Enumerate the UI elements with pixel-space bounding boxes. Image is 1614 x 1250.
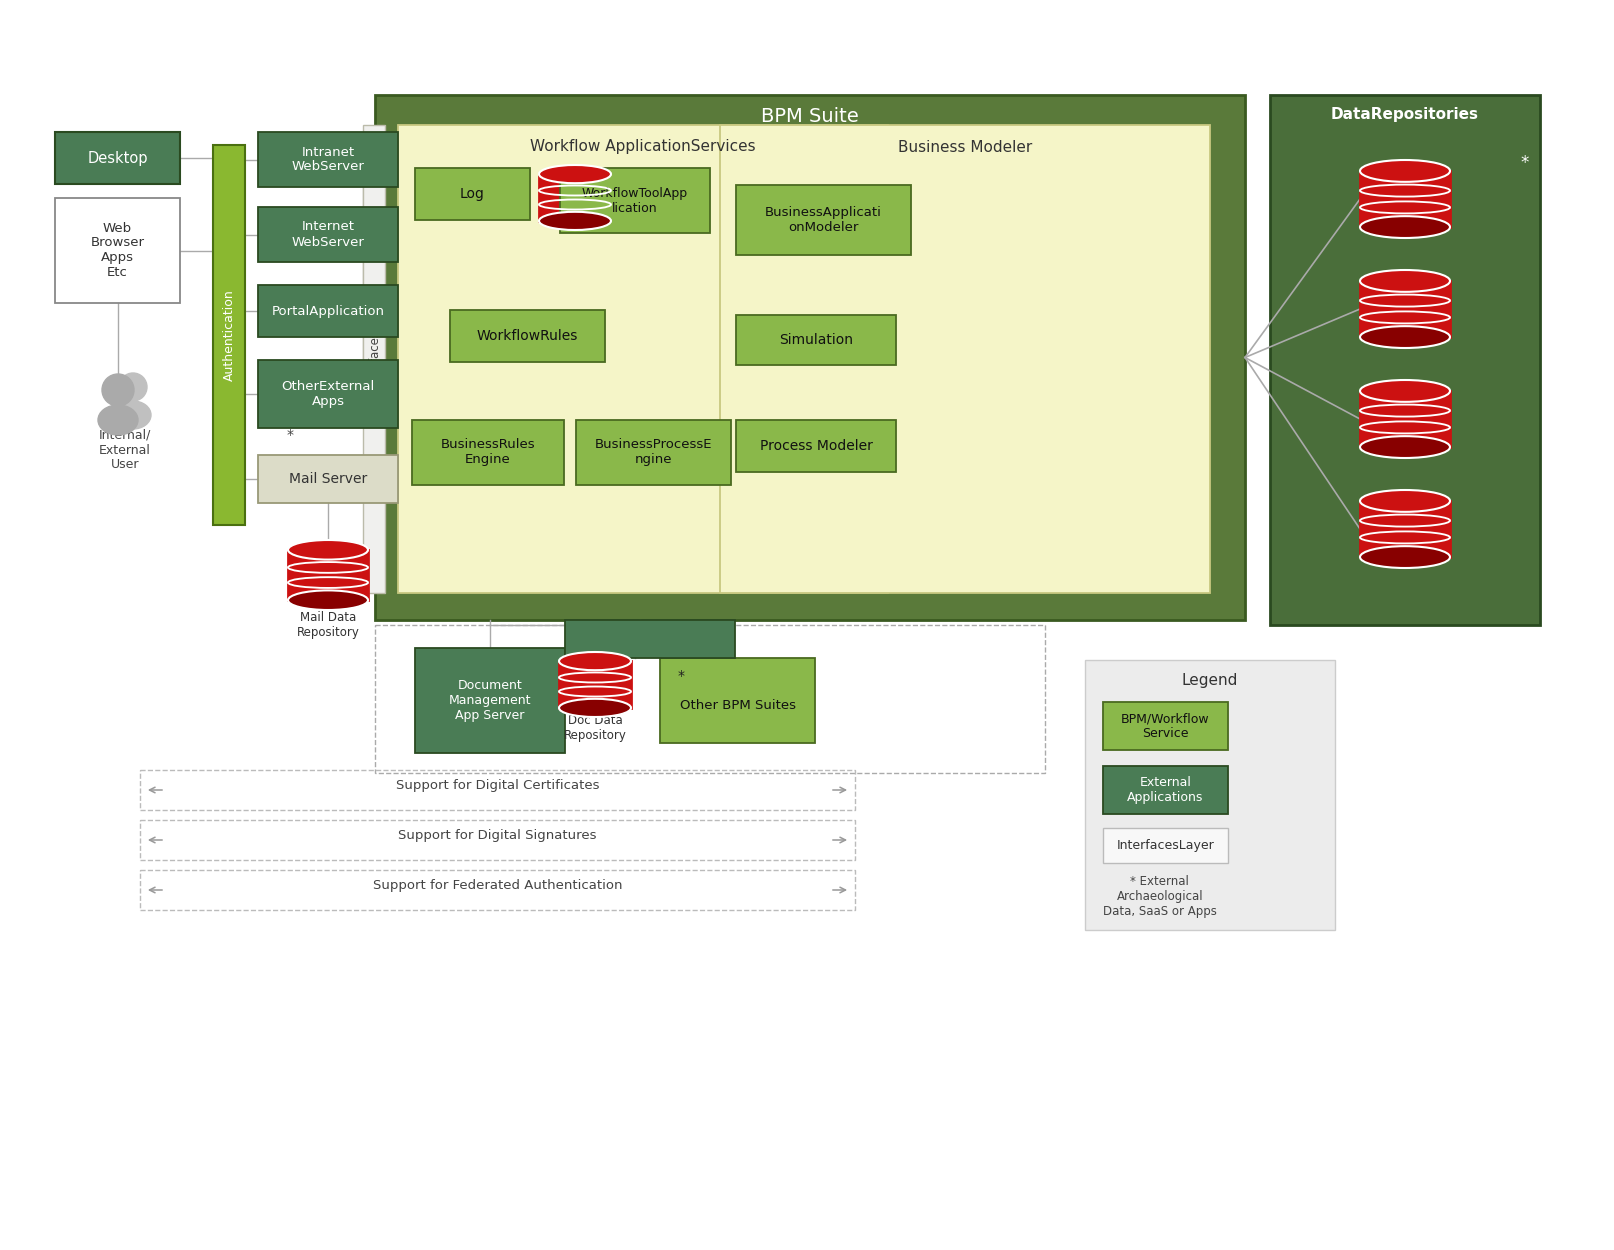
Text: Process Modeler: Process Modeler xyxy=(760,439,873,452)
Ellipse shape xyxy=(558,699,631,718)
Ellipse shape xyxy=(1361,436,1449,457)
Ellipse shape xyxy=(1361,326,1449,348)
Bar xyxy=(258,455,399,503)
Bar xyxy=(258,360,399,428)
Ellipse shape xyxy=(558,652,631,670)
Text: BusinessRules
Engine: BusinessRules Engine xyxy=(441,439,536,466)
Bar xyxy=(1361,501,1449,558)
Bar xyxy=(660,658,815,742)
Text: BPM Suite: BPM Suite xyxy=(762,107,859,126)
Circle shape xyxy=(119,372,147,401)
Ellipse shape xyxy=(1361,546,1449,568)
Bar xyxy=(736,185,910,255)
Ellipse shape xyxy=(287,540,368,560)
Bar xyxy=(140,770,855,810)
Bar xyxy=(1102,703,1228,750)
Bar xyxy=(55,198,181,302)
Text: Internet
WebServer: Internet WebServer xyxy=(292,220,365,249)
Bar xyxy=(55,132,181,184)
Ellipse shape xyxy=(1361,380,1449,401)
Bar xyxy=(1102,766,1228,814)
Bar xyxy=(415,168,529,220)
Bar xyxy=(1102,828,1228,862)
Text: Simulation: Simulation xyxy=(780,332,854,348)
Text: Mail Server: Mail Server xyxy=(289,472,366,486)
Text: *: * xyxy=(678,669,684,682)
Bar xyxy=(576,420,731,485)
Text: Authentication: Authentication xyxy=(223,289,236,381)
Bar xyxy=(558,661,631,707)
Bar xyxy=(363,125,386,592)
Text: Other External Interfaces: Other External Interfaces xyxy=(575,632,725,645)
Text: BusinessProcessE
ngine: BusinessProcessE ngine xyxy=(594,439,712,466)
Text: Intranet
WebServer: Intranet WebServer xyxy=(292,145,365,174)
Bar xyxy=(720,125,1210,592)
Text: Interfaces: Interfaces xyxy=(368,330,381,389)
Circle shape xyxy=(102,374,134,406)
Bar xyxy=(1361,391,1449,448)
Text: WorkflowToolApp
lication: WorkflowToolApp lication xyxy=(583,186,688,215)
Text: Document
Management
App Server: Document Management App Server xyxy=(449,679,531,722)
Bar xyxy=(1085,660,1335,930)
Bar xyxy=(287,550,368,600)
Ellipse shape xyxy=(539,211,612,230)
Text: *: * xyxy=(287,428,294,442)
Bar xyxy=(374,625,1044,772)
Bar xyxy=(415,648,565,752)
Bar xyxy=(539,174,612,221)
Ellipse shape xyxy=(287,590,368,610)
Text: BPM/Workflow
Service: BPM/Workflow Service xyxy=(1122,712,1210,740)
Text: *: * xyxy=(1520,154,1528,173)
Text: Business Modeler: Business Modeler xyxy=(897,140,1031,155)
Bar xyxy=(213,145,245,525)
Text: Interfaces: Interfaces xyxy=(589,629,652,641)
Bar xyxy=(565,620,734,658)
Text: DataRepositories: DataRepositories xyxy=(1332,107,1478,122)
Text: Workflow ApplicationServices: Workflow ApplicationServices xyxy=(529,140,755,155)
Text: *: * xyxy=(721,638,726,650)
Text: Other BPM Suites: Other BPM Suites xyxy=(679,699,796,712)
Bar xyxy=(258,208,399,262)
Bar xyxy=(736,315,896,365)
Text: Mail Data
Repository: Mail Data Repository xyxy=(297,611,360,639)
Text: Support for Digital Certificates: Support for Digital Certificates xyxy=(395,779,599,791)
Text: Web
Browser
Apps
Etc: Web Browser Apps Etc xyxy=(90,221,145,280)
Bar xyxy=(1270,95,1540,625)
Bar xyxy=(736,420,896,472)
Ellipse shape xyxy=(1361,160,1449,181)
Bar xyxy=(258,285,399,338)
Bar xyxy=(399,125,888,592)
Bar xyxy=(1361,281,1449,338)
Text: BusinessApplicati
onModeler: BusinessApplicati onModeler xyxy=(765,206,881,234)
Bar xyxy=(1361,171,1449,227)
Ellipse shape xyxy=(98,405,139,435)
Ellipse shape xyxy=(1361,270,1449,291)
Bar xyxy=(560,168,710,232)
Ellipse shape xyxy=(539,165,612,184)
Bar xyxy=(140,820,855,860)
Text: Desktop: Desktop xyxy=(87,150,148,165)
Text: Legend: Legend xyxy=(1181,672,1238,688)
Text: Doc Data
Repository: Doc Data Repository xyxy=(563,714,626,742)
Ellipse shape xyxy=(115,401,152,429)
Bar xyxy=(412,420,563,485)
Text: Support for Federated Authentication: Support for Federated Authentication xyxy=(373,879,623,891)
Bar xyxy=(140,870,855,910)
Bar xyxy=(374,95,1244,620)
Ellipse shape xyxy=(1361,490,1449,511)
Text: WorkflowRules: WorkflowRules xyxy=(476,329,578,342)
Text: Internal/
External
User: Internal/ External User xyxy=(98,429,152,471)
Text: Log: Log xyxy=(460,188,484,201)
Text: * External
Archaeological
Data, SaaS or Apps: * External Archaeological Data, SaaS or … xyxy=(1102,875,1217,918)
Bar xyxy=(258,132,399,188)
Text: External
Applications: External Applications xyxy=(1127,776,1204,804)
Text: PortalApplication: PortalApplication xyxy=(271,305,384,318)
Ellipse shape xyxy=(1361,216,1449,238)
Text: Support for Digital Signatures: Support for Digital Signatures xyxy=(399,829,597,841)
Text: OtherExternal
Apps: OtherExternal Apps xyxy=(281,380,374,408)
Text: InterfacesLayer: InterfacesLayer xyxy=(1117,839,1214,852)
Bar xyxy=(450,310,605,362)
